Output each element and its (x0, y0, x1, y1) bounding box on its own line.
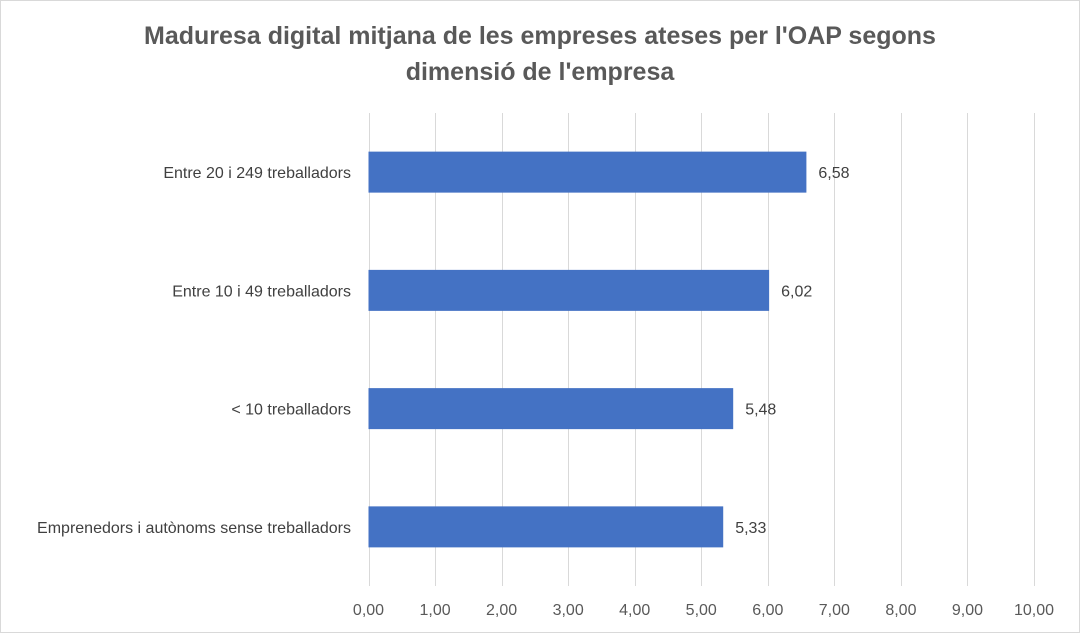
x-tick-label-6: 6,00 (752, 602, 783, 619)
data-label-3: 5,33 (735, 520, 766, 537)
bar-1 (368, 269, 770, 311)
x-tick-label-5: 5,00 (686, 602, 717, 619)
chart-title: Maduresa digital mitjana de les empreses… (0, 18, 1080, 90)
x-tick-label-1: 1,00 (419, 602, 450, 619)
bar-2 (368, 388, 734, 430)
x-tick-label-2: 2,00 (486, 602, 517, 619)
x-tick-label-7: 7,00 (819, 602, 850, 619)
chart-title-line-1: Maduresa digital mitjana de les empreses… (144, 22, 936, 50)
category-label-2: < 10 treballadors (231, 402, 351, 419)
x-tick-label-3: 3,00 (553, 602, 584, 619)
bar-0 (368, 151, 807, 193)
category-label-3: Emprenedors i autònoms sense treballador… (37, 520, 351, 537)
data-label-0: 6,58 (818, 165, 849, 182)
x-tick-label-10: 10,00 (1014, 602, 1054, 619)
data-label-2: 5,48 (745, 402, 776, 419)
category-label-0: Entre 20 i 249 treballadors (163, 165, 351, 182)
data-label-1: 6,02 (781, 283, 812, 300)
bar-3 (368, 506, 724, 548)
x-tick-label-9: 9,00 (952, 602, 983, 619)
chart-title-line-2: dimensió de l'empresa (405, 58, 675, 86)
category-label-1: Entre 10 i 49 treballadors (172, 283, 351, 300)
x-tick-label-8: 8,00 (885, 602, 916, 619)
x-tick-label-0: 0,00 (353, 602, 384, 619)
x-tick-label-4: 4,00 (619, 602, 650, 619)
